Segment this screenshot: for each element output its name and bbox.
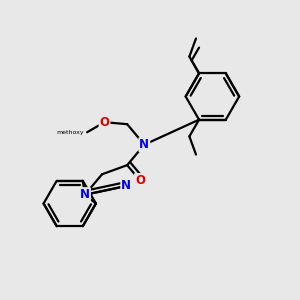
Text: N: N: [80, 188, 90, 201]
Text: methoxy: methoxy: [56, 130, 84, 135]
Text: O: O: [135, 174, 145, 187]
Text: N: N: [80, 188, 90, 201]
Text: N: N: [121, 179, 131, 193]
Text: N: N: [139, 138, 149, 151]
Text: O: O: [100, 116, 110, 129]
